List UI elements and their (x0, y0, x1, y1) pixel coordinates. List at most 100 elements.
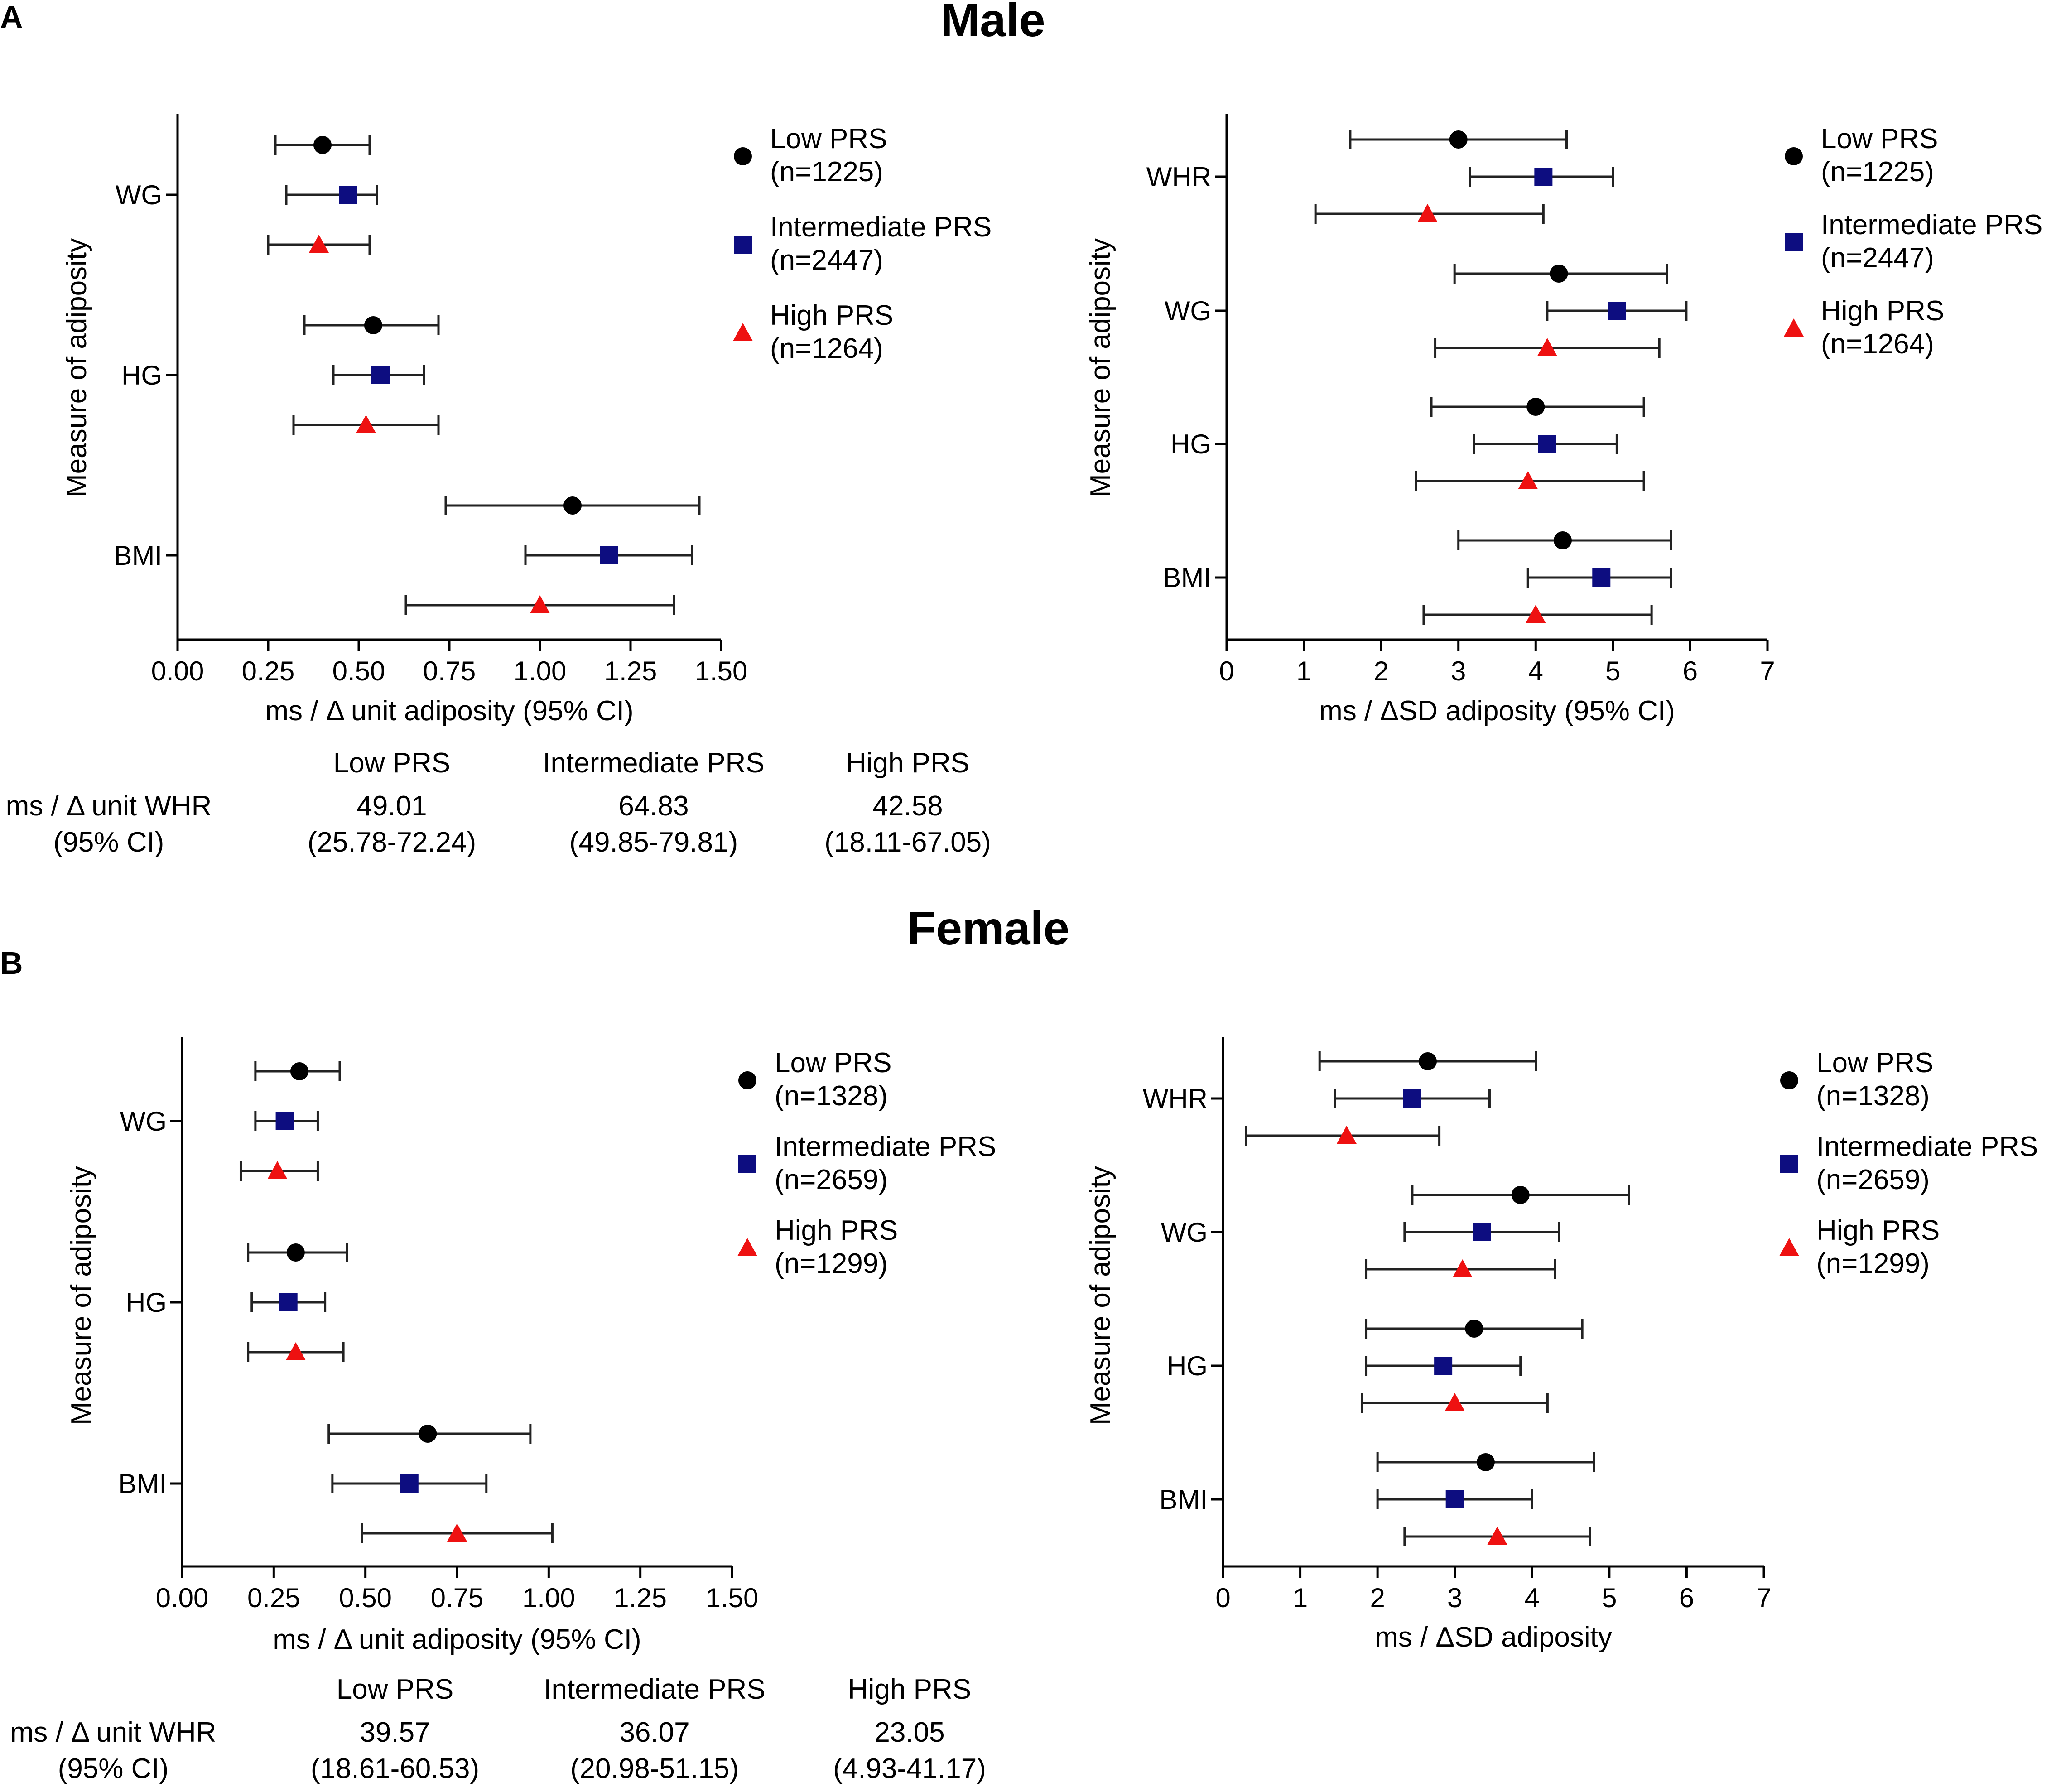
legend-triangle-marker (1784, 318, 1804, 337)
legend-square-marker (738, 1155, 756, 1173)
marker-square (279, 1293, 298, 1311)
x-tick-label: 0.50 (339, 1583, 392, 1613)
legend: Low PRS(n=1328) Intermediate PRS(n=2659) H… (737, 1047, 996, 1279)
marker-triangle (1452, 1259, 1473, 1277)
y-axis-label: Measure of adiposity (66, 1166, 97, 1425)
x-tick-label: 1.00 (514, 656, 567, 686)
table-header: Low PRS (333, 747, 450, 779)
marker-square (1534, 168, 1553, 186)
point-low-wg (254, 1061, 341, 1081)
point-intermediate-bmi (1376, 1489, 1533, 1509)
point-high-wg (267, 235, 371, 255)
point-intermediate-whr (1469, 167, 1614, 187)
table-ci: (25.78-72.24) (308, 827, 476, 858)
panel-b-letter: B (0, 945, 23, 981)
point-intermediate-wg (1403, 1222, 1560, 1242)
legend-n: (n=1264) (770, 333, 883, 364)
marker-triangle (267, 1161, 288, 1179)
x-axis-label: ms / ΔSD adiposity (1375, 1622, 1612, 1653)
x-tick-label: 6 (1683, 656, 1698, 686)
point-intermediate-hg (1365, 1356, 1522, 1376)
legend-name: Low PRS (770, 123, 887, 154)
point-high-bmi (361, 1523, 554, 1543)
point-high-wg (1365, 1259, 1556, 1279)
x-tick-label: 4 (1528, 656, 1543, 686)
point-intermediate-hg (1473, 434, 1618, 454)
legend-name: Low PRS (1816, 1047, 1933, 1079)
point-intermediate-wg (285, 185, 378, 205)
table-value: 49.01 (356, 790, 427, 822)
table-header: High PRS (846, 747, 969, 779)
point-high-whr (1245, 1126, 1441, 1146)
point-high-wg (239, 1161, 319, 1181)
whr-table-female_unit: ms / Δ unit WHR (95% CI) Low PRS 39.57 (18.6… (10, 1674, 986, 1784)
legend-name: Intermediate PRS (1816, 1131, 2038, 1162)
x-tick-label: 4 (1525, 1583, 1540, 1613)
x-tick-label: 0 (1215, 1583, 1230, 1613)
marker-square (1538, 435, 1556, 453)
legend-n: (n=2447) (770, 245, 883, 276)
marker-triangle (1537, 338, 1557, 356)
legend-name: High PRS (770, 300, 893, 331)
legend-square-marker (1780, 1155, 1798, 1173)
point-low-whr (1318, 1051, 1537, 1071)
marker-circle (1553, 531, 1572, 549)
marker-circle (1550, 265, 1568, 283)
x-tick-label: 0.75 (423, 656, 476, 686)
table-row-label-ci: (95% CI) (58, 1753, 169, 1784)
marker-square (1608, 302, 1626, 320)
marker-triangle (1336, 1126, 1357, 1144)
point-low-bmi (444, 496, 701, 515)
marker-square (371, 366, 390, 384)
table-ci: (49.85-79.81) (569, 827, 738, 858)
table-header: Intermediate PRS (544, 1674, 765, 1705)
y-category-wg: WG (1161, 1217, 1208, 1248)
y-category-wg: WG (116, 180, 162, 210)
y-category-hg: HG (126, 1287, 167, 1318)
point-low-hg (1365, 1319, 1584, 1339)
x-tick-label: 0.25 (247, 1583, 300, 1613)
legend-name: High PRS (1816, 1215, 1940, 1246)
legend: Low PRS(n=1225) Intermediate PRS(n=2447) H… (733, 123, 992, 364)
legend-n: (n=2659) (1816, 1164, 1930, 1195)
marker-triangle (1526, 605, 1546, 623)
point-low-bmi (327, 1424, 532, 1444)
marker-triangle (1487, 1527, 1507, 1545)
legend-n: (n=2447) (1821, 242, 1934, 274)
y-category-whr: WHR (1143, 1084, 1208, 1114)
marker-square (1473, 1223, 1491, 1241)
marker-square (1445, 1490, 1464, 1508)
point-high-bmi (1422, 605, 1653, 625)
point-low-wg (1411, 1185, 1630, 1205)
x-tick-label: 1.00 (522, 1583, 575, 1613)
point-high-bmi (1403, 1527, 1591, 1546)
y-axis-label: Measure of adiposity (1085, 1166, 1116, 1425)
x-tick-label: 3 (1451, 656, 1466, 686)
table-value: 64.83 (618, 790, 689, 822)
table-value: 23.05 (874, 1717, 944, 1748)
marker-circle (364, 316, 382, 334)
chart-male_sd: 0 1 2 3 4 5 6 7 WHR WG HG BMI ms / ΔSD adiposity (95… (1085, 114, 2042, 727)
table-value: 39.57 (360, 1717, 430, 1748)
marker-triangle (309, 235, 329, 253)
legend-name: Low PRS (1821, 123, 1938, 154)
x-tick-label: 0.75 (431, 1583, 484, 1613)
y-category-hg: HG (1167, 1351, 1208, 1381)
marker-circle (1465, 1320, 1483, 1338)
legend-n: (n=1299) (1816, 1248, 1930, 1279)
table-row-label-ci: (95% CI) (53, 827, 164, 858)
point-high-hg (247, 1342, 345, 1362)
table-header: Low PRS (337, 1674, 453, 1705)
legend: Low PRS(n=1328) Intermediate PRS(n=2659) H… (1779, 1047, 2038, 1279)
marker-triangle (447, 1523, 467, 1542)
legend-triangle-marker (737, 1238, 757, 1256)
legend-n: (n=1264) (1821, 328, 1934, 360)
y-category-wg: WG (120, 1106, 167, 1137)
legend-n: (n=1299) (775, 1248, 888, 1279)
legend-n: (n=1328) (775, 1080, 888, 1112)
y-category-hg: HG (1170, 429, 1211, 459)
x-tick-label: 7 (1756, 1583, 1771, 1613)
marker-square (1434, 1357, 1453, 1375)
x-tick-label: 1 (1296, 656, 1311, 686)
legend-name: Intermediate PRS (770, 212, 992, 243)
